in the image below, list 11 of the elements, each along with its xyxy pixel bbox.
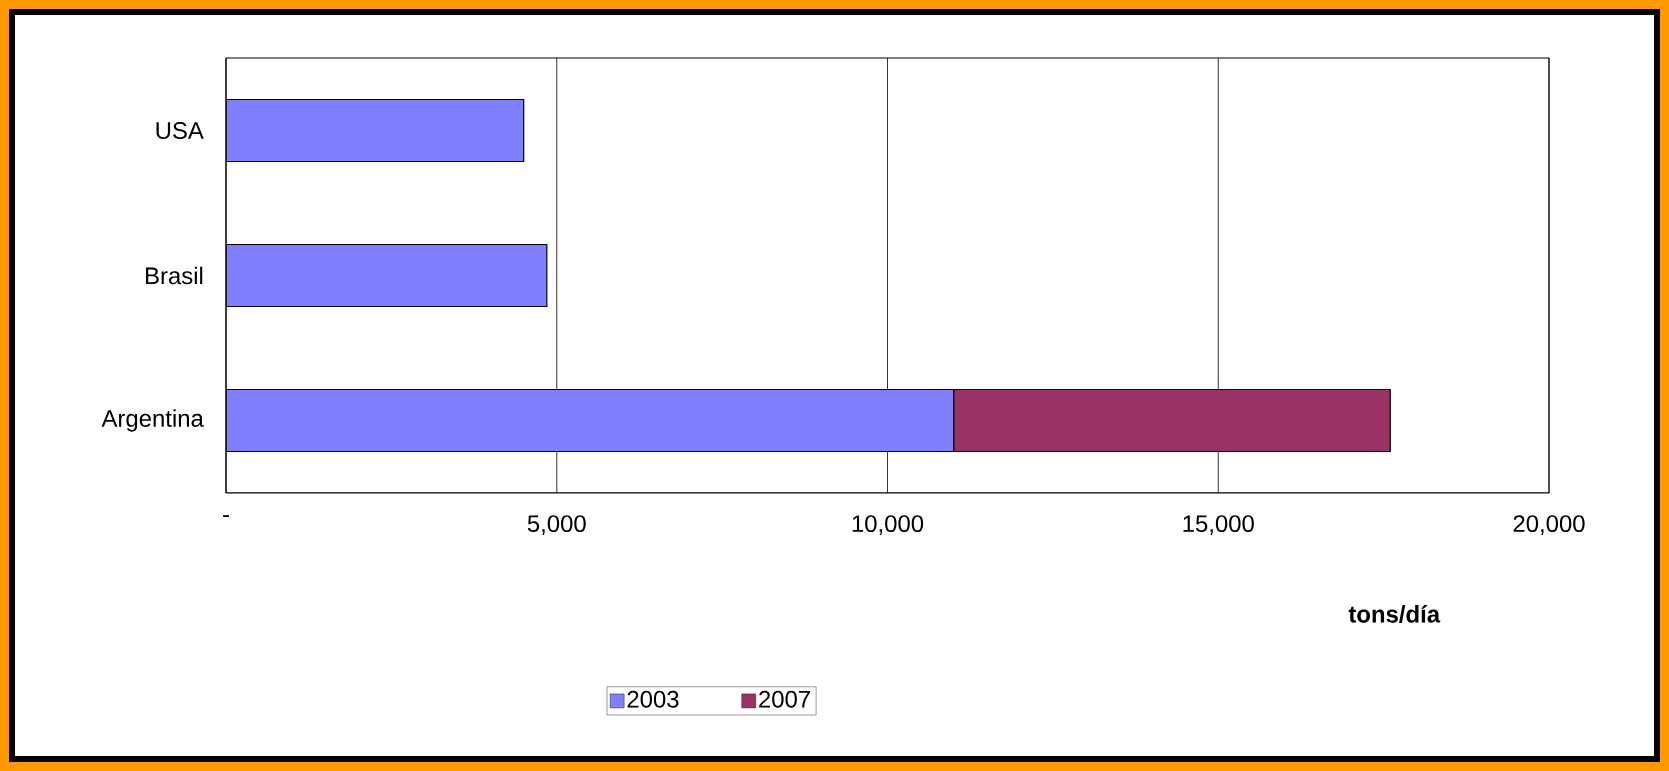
y-tick-label: Argentina [101,409,204,432]
y-tick-label: USA [156,122,204,139]
x-tick-label: 10,000 [852,515,924,535]
x-tick-label: 15,000 [1183,515,1254,535]
legend-label: 2007 [759,690,810,708]
x-tick-label: 20,000 [1513,515,1585,535]
x-axis-title: tons/día [1348,604,1441,623]
legend-label: 2003 [627,690,679,708]
y-tick-label: Brasil [146,266,203,285]
x-tick-label: - [223,515,229,518]
x-tick-label: 5,000 [527,515,586,535]
